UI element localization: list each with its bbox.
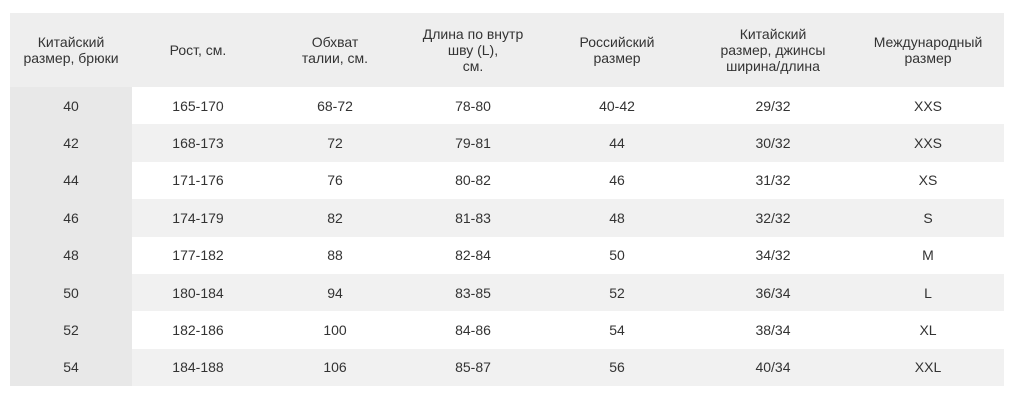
table-cell: 83-85 [406,273,540,312]
table-row: 54 184-188 106 85-87 56 40/34 XXL [10,348,1004,387]
table-cell: 68-72 [317,97,353,114]
table-cell: 32/32 [694,199,852,237]
header-cell: Рост, см. [132,13,264,87]
table-cell: 106 [264,348,406,387]
table-cell: 44 [10,161,132,200]
table-cell: 174-179 [132,199,264,237]
table-row: 46 174-179 82 81-83 48 32/32 S [10,199,1004,237]
table-cell: 31/32 [755,172,791,189]
table-cell: 50 [10,273,132,312]
header-cell: Российский размер [540,13,694,87]
table-cell: S [852,199,1004,237]
table-cell: 56 [540,348,694,387]
table-cell: XXS [852,124,1004,162]
table-cell: 54 [10,348,132,387]
header-cell: Китайский размер, брюки [10,13,132,87]
table-cell: 50 [609,247,625,264]
table-cell: 42 [10,124,132,162]
header-row: Китайский размер, брюки Рост, см. Обхват т… [10,13,1004,87]
table-cell: 184-188 [132,348,264,387]
table-cell: 38/34 [755,322,791,339]
table-cell: 82 [264,199,406,237]
table-cell: 84-86 [455,322,491,339]
table-cell: 34/32 [755,247,791,264]
table-cell: 168-173 [132,124,264,162]
table-cell: XXS [913,97,942,114]
table-cell: 72 [264,124,406,162]
header-cell: Обхват талии, см. [264,13,406,87]
table-cell: 40/34 [694,348,852,387]
table-wrap: Китайский размер, брюки Рост, см. Обхват т… [10,13,1004,387]
table-cell: 171-176 [172,172,224,189]
table-cell: 81-83 [406,199,540,237]
table-cell: 182-186 [172,322,224,339]
table-cell: 165-170 [172,97,224,114]
table-row: 52 182-186 100 84-86 54 38/34 XL [10,311,1004,349]
table-cell: XL [919,322,937,339]
table-cell: 48 [540,199,694,237]
table-cell: 177-182 [172,247,224,264]
table-cell: 54 [609,322,625,339]
table-cell: 82-84 [455,247,491,264]
table-row: 44 171-176 76 80-82 46 31/32 XS [10,161,1004,200]
table-body: 40 165-170 68-72 78-80 40-42 29/32 XXS 42 168-17… [10,87,1004,387]
table-cell: 46 [10,199,132,237]
table-header: Китайский размер, брюки Рост, см. Обхват т… [10,13,1004,87]
header-cell: Китайский размер, джинсы ширина/длина [694,13,852,87]
table-cell: 48 [10,236,132,274]
table-cell: 30/32 [694,124,852,162]
header-cell: Международный размер [852,13,1004,87]
table-cell: 78-80 [455,97,491,114]
table-cell: XXL [852,348,1004,387]
header-cell: Длина по внутр шву (L), см. [406,13,540,87]
table-cell: 76 [327,172,343,189]
table-cell: 80-82 [455,172,491,189]
table-cell: 100 [323,322,347,339]
table-row: 42 168-173 72 79-81 44 30/32 XXS [10,124,1004,162]
table-row: 48 177-182 88 82-84 50 34/32 M [10,236,1004,274]
table-cell: 29/32 [755,97,791,114]
table-cell: 88 [327,247,343,264]
table-cell: M [922,247,934,264]
table-cell: 40-42 [599,97,635,114]
table-cell: 85-87 [406,348,540,387]
table-cell: 44 [540,124,694,162]
table-cell: 79-81 [406,124,540,162]
table-cell: XS [918,172,938,189]
table-cell: 52 [540,273,694,312]
table-cell: 40 [10,87,132,125]
table-cell: 36/34 [694,273,852,312]
table-cell: 52 [10,311,132,349]
table-cell: 94 [264,273,406,312]
table-cell: L [852,273,1004,312]
table-cell: 46 [609,172,625,189]
table-cell: 180-184 [132,273,264,312]
table-row: 40 165-170 68-72 78-80 40-42 29/32 XXS [10,87,1004,125]
size-table: Китайский размер, брюки Рост, см. Обхват т… [10,13,1004,387]
table-row: 50 180-184 94 83-85 52 36/34 L [10,273,1004,312]
